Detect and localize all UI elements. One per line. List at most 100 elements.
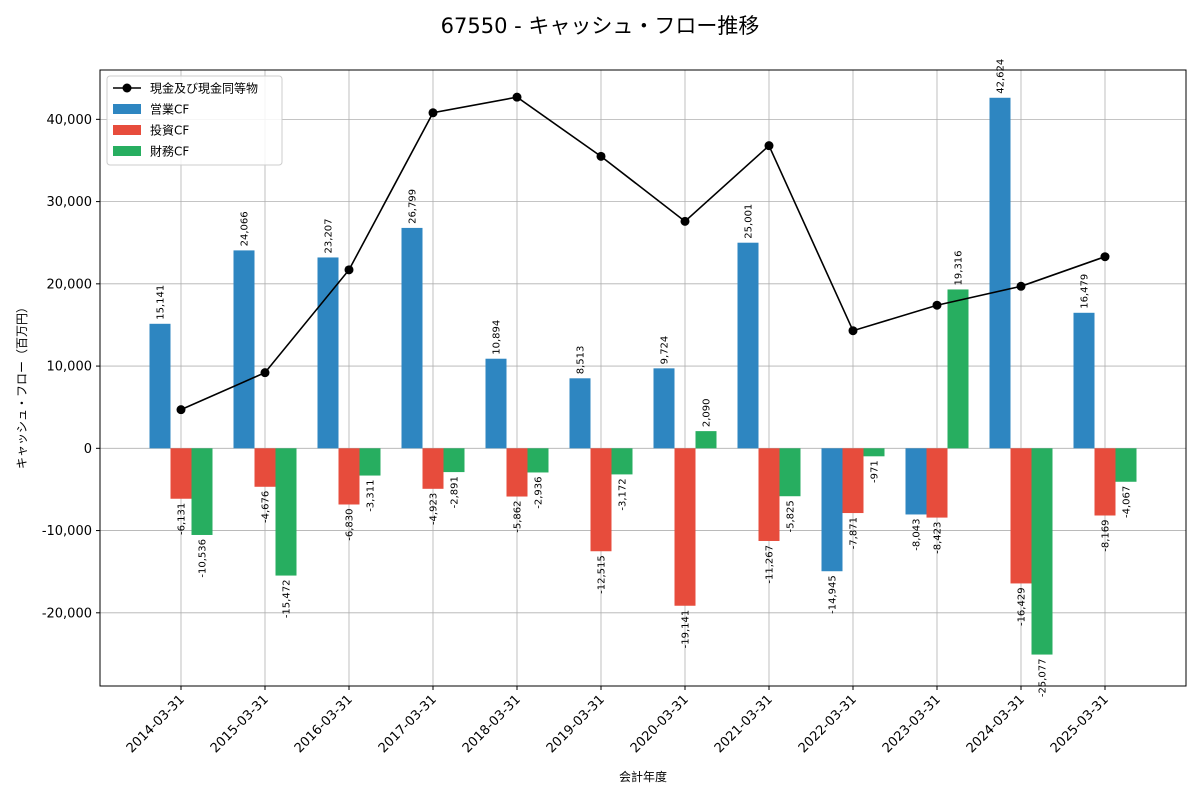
bar-2	[695, 431, 717, 449]
y-tick-label: 30,000	[47, 195, 93, 210]
x-tick-label: 2020-03-31	[628, 692, 692, 756]
data-label: -6,830	[345, 508, 356, 540]
bar-2	[359, 448, 381, 476]
bar-0	[737, 242, 759, 449]
bar-1	[926, 448, 948, 518]
bar-1	[338, 448, 360, 505]
y-tick-label: -20,000	[42, 606, 92, 621]
y-tick-label: 40,000	[47, 113, 93, 128]
x-tick-label: 2023-03-31	[880, 692, 944, 756]
data-label: 2,090	[702, 398, 713, 427]
data-label: -3,311	[366, 480, 377, 512]
bar-0	[821, 448, 843, 572]
data-label: -7,871	[849, 517, 860, 549]
bar-0	[1073, 312, 1095, 449]
bar-0	[653, 368, 675, 449]
cash-point	[1100, 252, 1110, 262]
x-axis-label: 会計年度	[619, 769, 667, 784]
data-label: -2,891	[450, 476, 461, 508]
data-label: -5,862	[513, 501, 524, 533]
legend-label: 財務CF	[150, 144, 189, 159]
legend-label: 投資CF	[150, 123, 189, 138]
bar-1	[170, 448, 192, 499]
cash-point	[344, 265, 354, 275]
bar-0	[401, 227, 423, 449]
bar-0	[569, 378, 591, 449]
data-label: -8,423	[933, 522, 944, 554]
data-label: -15,472	[282, 580, 293, 619]
x-tick-label: 2014-03-31	[124, 692, 188, 756]
data-label: 19,316	[954, 250, 965, 285]
bar-2	[527, 448, 549, 473]
bar-2	[191, 448, 213, 535]
data-label: -2,936	[534, 476, 545, 508]
legend-bar-swatch	[113, 125, 141, 135]
cash-point	[932, 300, 942, 310]
bar-1	[1010, 448, 1032, 584]
x-tick-label: 2017-03-31	[376, 692, 440, 756]
y-tick-label: 10,000	[47, 360, 93, 375]
data-label: -3,172	[618, 478, 629, 510]
bar-2	[779, 448, 801, 497]
bar-1	[590, 448, 612, 552]
bar-2	[863, 448, 885, 457]
data-label: 25,001	[744, 204, 755, 239]
y-tick-label: 0	[84, 442, 92, 457]
x-tick-label: 2018-03-31	[460, 692, 524, 756]
legend-box	[106, 75, 283, 166]
bar-0	[905, 448, 927, 515]
cash-point	[596, 151, 606, 161]
bar-2	[611, 448, 633, 475]
cash-point	[848, 326, 858, 336]
y-axis-label: キャッシュ・フロー（百万円）	[15, 301, 29, 469]
bar-0	[485, 358, 507, 449]
x-tick-label: 2016-03-31	[292, 692, 356, 756]
bar-0	[149, 323, 171, 449]
bar-1	[506, 448, 528, 497]
bar-1	[842, 448, 864, 514]
data-label: 24,066	[240, 211, 251, 246]
data-label: 23,207	[324, 218, 335, 253]
legend-label: 現金及び現金同等物	[150, 81, 258, 96]
bar-2	[1115, 448, 1137, 482]
plot-frame	[99, 69, 1187, 687]
bar-1	[422, 448, 444, 489]
bar-2	[947, 289, 969, 449]
legend-marker-swatch	[122, 83, 132, 93]
bar-0	[233, 250, 255, 449]
x-tick-label: 2021-03-31	[712, 692, 776, 756]
data-label: -10,536	[198, 539, 209, 578]
cash-point	[680, 216, 690, 226]
data-label: -19,141	[681, 610, 692, 649]
y-tick-label: 20,000	[47, 277, 93, 292]
data-label: -8,043	[912, 518, 923, 550]
data-label: -4,676	[261, 491, 272, 523]
cash-point	[260, 368, 270, 378]
bar-2	[1031, 448, 1053, 655]
data-label: -16,429	[1017, 587, 1028, 626]
x-tick-label: 2024-03-31	[964, 692, 1028, 756]
data-label: -25,077	[1038, 659, 1049, 698]
cash-point	[428, 108, 438, 118]
legend-bar-swatch	[113, 146, 141, 156]
legend-label: 営業CF	[150, 103, 189, 117]
data-label: -11,267	[765, 545, 776, 584]
x-tick-label: 2025-03-31	[1048, 692, 1112, 756]
bar-1	[1094, 448, 1116, 516]
data-label: -4,923	[429, 493, 440, 525]
bar-1	[674, 448, 696, 606]
data-label: 8,513	[576, 346, 587, 375]
y-tick-label: -10,000	[42, 524, 92, 539]
cash-point	[512, 92, 522, 102]
bar-2	[443, 448, 465, 473]
bar-1	[254, 448, 276, 487]
cash-point	[176, 405, 186, 415]
bar-0	[317, 257, 339, 449]
x-tick-label: 2022-03-31	[796, 692, 860, 756]
data-label: -12,515	[597, 555, 608, 594]
legend-bar-swatch	[113, 104, 141, 114]
data-label: -4,067	[1122, 486, 1133, 518]
bar-1	[758, 448, 780, 541]
data-label: -6,131	[177, 503, 188, 535]
